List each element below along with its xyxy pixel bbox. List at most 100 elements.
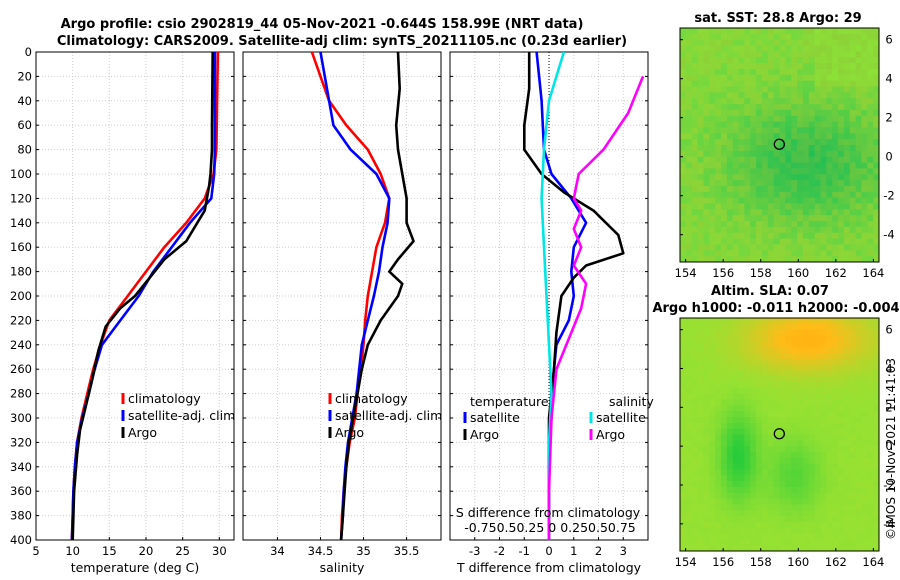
- heatmap-cell: [715, 57, 722, 64]
- heatmap-cell: [750, 238, 757, 246]
- heatmap-cell: [802, 63, 810, 70]
- heatmap-cell: [861, 168, 868, 175]
- heatmap-cell: [843, 521, 851, 529]
- heatmap-cell: [685, 68, 693, 76]
- heatmap-cell: [849, 244, 857, 251]
- heatmap-cell: [843, 86, 851, 93]
- heatmap-cell: [855, 115, 863, 123]
- heatmap-cell: [849, 203, 857, 210]
- heatmap-cell: [802, 92, 810, 99]
- heatmap-cell: [843, 451, 851, 459]
- heatmap-cell: [873, 475, 879, 482]
- heatmap-cell: [726, 86, 734, 93]
- x-tick-label: -2: [494, 544, 505, 558]
- heatmap-cell: [756, 393, 763, 401]
- heatmap-cell: [873, 451, 879, 459]
- heatmap-cell: [767, 399, 775, 406]
- heatmap-cell: [814, 244, 822, 251]
- heatmap-cell: [738, 156, 745, 164]
- heatmap-cell: [838, 533, 845, 540]
- heatmap-cell: [843, 209, 851, 216]
- heatmap-cell: [855, 533, 863, 540]
- heatmap-cell: [802, 185, 810, 193]
- heatmap-cell: [767, 57, 775, 64]
- heatmap-cell: [861, 180, 868, 187]
- heatmap-cell: [867, 68, 874, 76]
- heatmap-cell: [744, 318, 751, 325]
- heatmap-cell: [832, 250, 839, 257]
- heatmap-cell: [773, 80, 781, 88]
- heatmap-cell: [820, 446, 827, 453]
- heatmap-cell: [802, 341, 810, 348]
- heatmap-cell: [785, 440, 792, 447]
- heatmap-cell: [773, 533, 781, 540]
- heatmap-cell: [855, 174, 863, 181]
- heatmap-cell: [697, 382, 705, 389]
- heatmap-cell: [744, 215, 751, 222]
- heatmap-cell: [685, 446, 693, 453]
- heatmap-cell: [756, 347, 763, 354]
- heatmap-cell: [791, 504, 798, 511]
- heatmap-cell: [744, 232, 751, 240]
- heatmap-cell: [832, 358, 839, 366]
- heatmap-cell: [720, 335, 728, 342]
- heatmap-cell: [838, 405, 845, 412]
- heatmap-cell: [732, 457, 740, 465]
- y-tick-label: 160: [10, 240, 32, 254]
- heatmap-cell: [820, 405, 827, 412]
- heatmap-cell: [726, 139, 734, 146]
- heatmap-cell: [814, 185, 822, 193]
- heatmap-cell: [761, 475, 769, 482]
- heatmap-cell: [838, 150, 845, 158]
- heatmap-cell: [826, 221, 833, 228]
- heatmap-cell: [697, 197, 705, 205]
- heatmap-cell: [726, 215, 734, 222]
- legend-label: Argo: [596, 427, 625, 442]
- heatmap-cell: [808, 127, 816, 134]
- heatmap-cell: [697, 256, 705, 262]
- heatmap-cell: [709, 197, 716, 205]
- x-tick-label: 158: [750, 266, 772, 280]
- heatmap-cell: [779, 57, 786, 64]
- heatmap-cell: [761, 63, 769, 70]
- heatmap-cell: [750, 74, 757, 82]
- heatmap-cell: [838, 364, 845, 372]
- heatmap-cell: [797, 244, 804, 251]
- heatmap-cell: [843, 115, 851, 123]
- heatmap-cell: [720, 481, 728, 488]
- heatmap-cell: [715, 504, 722, 511]
- heatmap-cell: [826, 68, 833, 76]
- heatmap-cell: [838, 428, 845, 436]
- heatmap-cell: [691, 387, 699, 395]
- heatmap-cell: [791, 150, 798, 158]
- y-tick-label: 6: [885, 323, 892, 337]
- heatmap-cell: [861, 150, 868, 158]
- heatmap-cell: [726, 521, 734, 529]
- heatmap-cell: [756, 318, 763, 325]
- heatmap-cell: [703, 539, 710, 546]
- heatmap-cell: [691, 180, 699, 187]
- heatmap-cell: [773, 428, 781, 436]
- heatmap-cell: [814, 469, 822, 476]
- heatmap-cell: [861, 399, 868, 406]
- heatmap-cell: [773, 221, 781, 228]
- heatmap-cell: [832, 133, 839, 140]
- heatmap-cell: [873, 516, 879, 523]
- y-tick-label: 60: [17, 118, 32, 132]
- heatmap-cell: [808, 463, 816, 471]
- heatmap-cell: [832, 238, 839, 246]
- heatmap-cell: [861, 156, 868, 164]
- heatmap-cell: [773, 399, 781, 406]
- heatmap-cell: [867, 347, 874, 354]
- heatmap-cell: [685, 481, 693, 488]
- heatmap-cells: [680, 318, 879, 551]
- heatmap-cell: [814, 156, 822, 164]
- heatmap-cell: [750, 203, 757, 210]
- heatmap-cell: [738, 168, 745, 175]
- heatmap-cell: [873, 86, 879, 93]
- heatmap-cell: [715, 527, 722, 535]
- heatmap-cell: [814, 504, 822, 511]
- heatmap-cell: [773, 323, 781, 331]
- heatmap-cell: [697, 405, 705, 412]
- heatmap-cell: [750, 92, 757, 99]
